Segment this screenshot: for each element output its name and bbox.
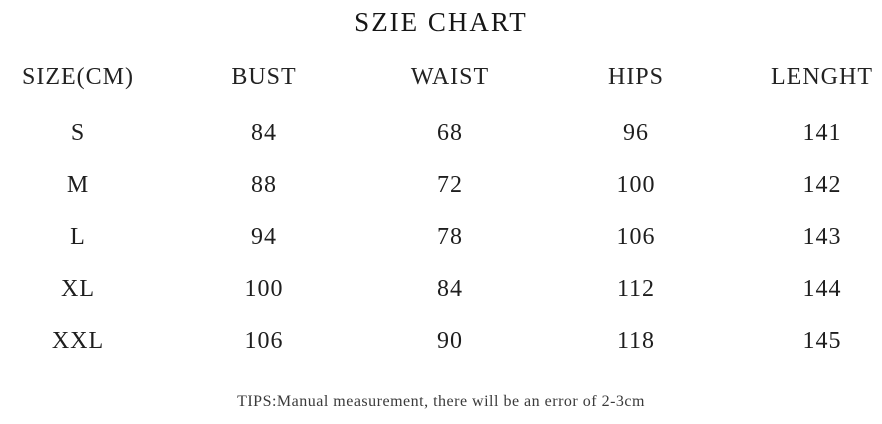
length-value: 144 (802, 276, 842, 302)
column-header-hips: HIPS (607, 64, 665, 90)
length-value: 145 (802, 328, 842, 354)
column-header-length: LENGHT (771, 64, 873, 90)
column-header-bust: BUST (231, 64, 297, 90)
hips-value: 96 (623, 120, 649, 146)
waist-value: 72 (437, 172, 463, 198)
waist-value: 78 (437, 224, 463, 250)
table-row-xl: XL 100 84 112 144 (0, 276, 882, 302)
hips-value: 112 (616, 276, 656, 302)
size-label: L (70, 224, 86, 250)
bust-value: 100 (244, 276, 284, 302)
column-header-size: SIZE(CM) (22, 64, 134, 90)
bust-value: 94 (251, 224, 277, 250)
size-label: XXL (51, 328, 105, 354)
hips-value: 118 (616, 328, 656, 354)
table-row-s: S 84 68 96 141 (0, 120, 882, 146)
length-value: 141 (802, 120, 842, 146)
size-label: XL (61, 276, 95, 302)
waist-value: 84 (437, 276, 463, 302)
waist-value: 90 (437, 328, 463, 354)
table-row-xxl: XXL 106 90 118 145 (0, 328, 882, 354)
length-value: 143 (802, 224, 842, 250)
table-row-l: L 94 78 106 143 (0, 224, 882, 250)
table-row-m: M 88 72 100 142 (0, 172, 882, 198)
hips-value: 100 (616, 172, 656, 198)
bust-value: 106 (244, 328, 284, 354)
size-label: S (70, 120, 86, 146)
table-header-row: SIZE(CM) BUST WAIST HIPS LENGHT (0, 64, 882, 90)
size-label: M (66, 172, 90, 198)
length-value: 142 (802, 172, 842, 198)
column-header-waist: WAIST (410, 64, 490, 90)
bust-value: 84 (251, 120, 277, 146)
measurement-tips-note: TIPS:Manual measurement, there will be a… (237, 393, 645, 410)
waist-value: 68 (437, 120, 463, 146)
bust-value: 88 (251, 172, 277, 198)
page-title: SZIE CHART (354, 7, 528, 37)
hips-value: 106 (616, 224, 656, 250)
